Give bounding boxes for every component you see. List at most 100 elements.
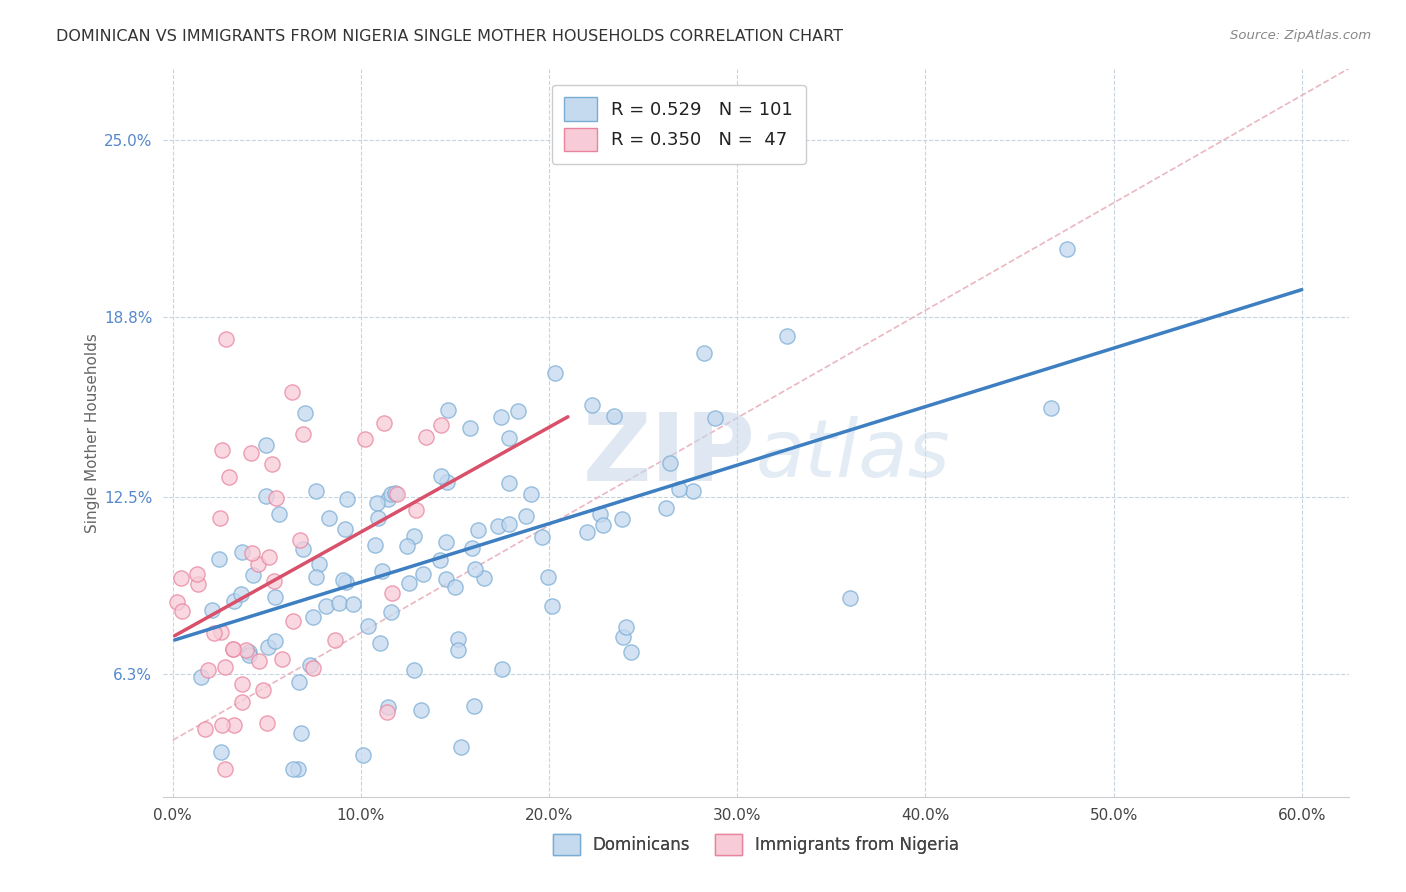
Point: [838, 591, 860, 606]
Point: [377, 492, 399, 507]
Point: [380, 487, 402, 501]
Point: [367, 511, 389, 525]
Legend: Dominicans, Immigrants from Nigeria: Dominicans, Immigrants from Nigeria: [546, 827, 966, 862]
Point: [436, 475, 458, 489]
Point: [197, 663, 219, 677]
Point: [620, 645, 643, 659]
Text: atlas: atlas: [756, 416, 950, 494]
Point: [366, 496, 388, 510]
Point: [302, 610, 325, 624]
Point: [498, 476, 520, 491]
Point: [375, 705, 398, 719]
Point: [201, 603, 224, 617]
Text: Source: ZipAtlas.com: Source: ZipAtlas.com: [1230, 29, 1371, 42]
Point: [430, 469, 453, 483]
Point: [294, 407, 316, 421]
Point: [498, 431, 520, 445]
Point: [575, 525, 598, 540]
Point: [254, 438, 277, 452]
Y-axis label: Single Mother Households: Single Mother Households: [86, 333, 100, 533]
Point: [209, 745, 232, 759]
Point: [208, 552, 231, 566]
Point: [447, 642, 470, 657]
Point: [380, 605, 402, 619]
Point: [464, 562, 486, 576]
Point: [357, 619, 380, 633]
Point: [415, 430, 437, 444]
Point: [668, 482, 690, 496]
Point: [610, 512, 633, 526]
Point: [385, 487, 408, 501]
Point: [224, 718, 246, 732]
Point: [209, 511, 232, 525]
Point: [405, 503, 427, 517]
Point: [231, 695, 253, 709]
Point: [463, 698, 485, 713]
Point: [515, 508, 537, 523]
Point: [371, 564, 394, 578]
Point: [655, 501, 678, 516]
Point: [541, 599, 564, 613]
Point: [235, 642, 257, 657]
Point: [281, 614, 304, 628]
Point: [612, 630, 634, 644]
Point: [1039, 401, 1062, 415]
Point: [592, 518, 614, 533]
Point: [262, 458, 284, 472]
Point: [381, 586, 404, 600]
Point: [498, 517, 520, 532]
Point: [257, 550, 280, 565]
Point: [215, 332, 238, 346]
Point: [447, 632, 470, 647]
Point: [682, 484, 704, 499]
Text: DOMINICAN VS IMMIGRANTS FROM NIGERIA SINGLE MOTHER HOUSEHOLDS CORRELATION CHART: DOMINICAN VS IMMIGRANTS FROM NIGERIA SIN…: [56, 29, 844, 44]
Point: [211, 442, 233, 457]
Point: [450, 740, 472, 755]
Point: [281, 762, 304, 776]
Point: [335, 574, 357, 589]
Point: [693, 345, 716, 359]
Point: [187, 577, 209, 591]
Point: [287, 762, 309, 776]
Point: [364, 538, 387, 552]
Point: [252, 683, 274, 698]
Point: [444, 580, 467, 594]
Point: [264, 633, 287, 648]
Point: [305, 570, 328, 584]
Point: [402, 663, 425, 677]
Point: [170, 571, 193, 585]
Point: [328, 596, 350, 610]
Point: [315, 599, 337, 614]
Point: [238, 648, 260, 662]
Point: [299, 658, 322, 673]
Point: [264, 491, 287, 506]
Point: [271, 652, 294, 666]
Point: [304, 483, 326, 498]
Point: [489, 409, 512, 424]
Point: [474, 571, 496, 585]
Point: [238, 644, 260, 658]
Point: [467, 523, 489, 537]
Point: [373, 416, 395, 430]
Point: [342, 598, 364, 612]
Point: [336, 492, 359, 507]
Point: [434, 535, 457, 549]
Point: [461, 541, 484, 555]
Point: [603, 409, 626, 423]
Point: [222, 594, 245, 608]
Point: [409, 703, 432, 717]
Point: [240, 546, 263, 560]
Point: [240, 446, 263, 460]
Point: [257, 640, 280, 654]
Point: [368, 636, 391, 650]
Point: [231, 545, 253, 559]
Point: [292, 427, 315, 442]
Point: [291, 542, 314, 557]
Point: [263, 574, 285, 589]
Point: [589, 508, 612, 522]
Point: [256, 716, 278, 731]
Point: [776, 328, 799, 343]
Point: [204, 625, 226, 640]
Point: [242, 568, 264, 582]
Point: [209, 625, 232, 640]
